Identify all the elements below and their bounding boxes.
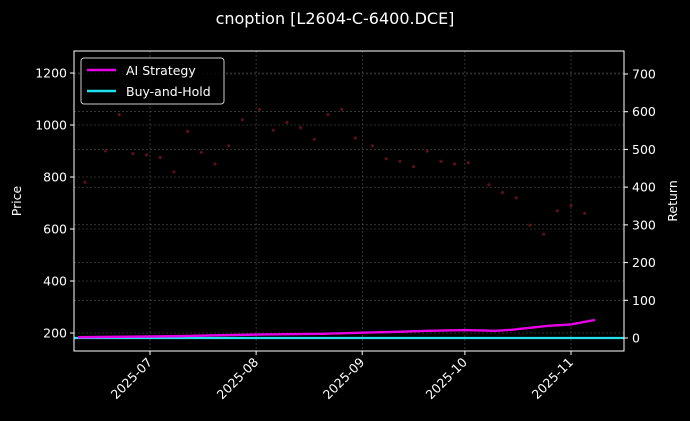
price-point — [117, 113, 121, 117]
x-tick-label: 2025-11 — [529, 355, 577, 403]
price-point — [411, 165, 416, 169]
price-point — [569, 204, 573, 208]
price-point — [398, 159, 402, 163]
x-tick-label: 2025-09 — [320, 354, 368, 402]
ai-strategy-line — [78, 318, 596, 339]
price-point — [425, 149, 429, 153]
x-tick-label: 2025-10 — [422, 354, 470, 402]
legend-label-buy-and-hold: Buy-and-Hold — [126, 84, 211, 99]
price-point — [466, 161, 470, 165]
price-point — [172, 170, 176, 174]
y-tick-label-left: 600 — [43, 222, 67, 237]
price-point — [326, 113, 330, 117]
x-tick-label: 2025-07 — [108, 355, 156, 403]
price-point — [542, 232, 546, 236]
price-point — [83, 180, 87, 184]
y-tick-label-right: 500 — [632, 142, 656, 157]
y-tick-label-right: 200 — [632, 255, 656, 270]
chart-title: cnoption [L2604-C-6400.DCE] — [216, 9, 455, 28]
grid-lines — [74, 51, 624, 351]
price-point — [144, 153, 149, 157]
price-point — [500, 191, 505, 195]
price-point — [453, 162, 457, 166]
y-tick-label-right: 600 — [632, 104, 656, 119]
y-tick-label-right: 0 — [632, 331, 640, 346]
y-tick-label-right: 700 — [632, 67, 656, 82]
price-point — [312, 137, 316, 141]
y-axis-label-right: Return — [665, 180, 680, 221]
x-tick-label: 2025-08 — [214, 354, 262, 402]
plot-frame — [73, 50, 625, 352]
price-point — [158, 155, 162, 160]
price-point — [370, 144, 375, 148]
y-tick-label-left: 1000 — [35, 118, 67, 133]
price-point — [583, 211, 587, 215]
y-tick-label-right: 400 — [632, 180, 656, 195]
price-point — [199, 150, 203, 154]
price-point — [131, 152, 135, 156]
price-point — [353, 136, 357, 140]
right-y-axis: 0 100 200 300 400 500 600 700 — [624, 67, 656, 346]
price-point — [186, 129, 190, 134]
legend: AI Strategy Buy-and-Hold — [80, 57, 225, 105]
y-tick-label-left: 200 — [43, 326, 67, 341]
left-y-axis: 200 400 600 800 1000 1200 — [35, 66, 74, 341]
price-point — [439, 159, 443, 163]
price-point — [555, 209, 559, 213]
price-point — [384, 157, 388, 161]
price-point — [528, 223, 532, 227]
y-tick-label-left: 400 — [43, 274, 67, 289]
y-tick-label-left: 1200 — [35, 66, 67, 81]
price-point — [257, 107, 262, 111]
price-point — [227, 144, 231, 148]
y-tick-label-left: 800 — [43, 170, 67, 185]
x-axis: 2025-07 2025-08 2025-09 2025-10 2025-11 — [108, 351, 577, 403]
price-point — [487, 183, 491, 187]
price-point — [340, 107, 344, 111]
y-axis-label-left: Price — [9, 185, 24, 216]
price-point — [103, 149, 108, 153]
price-point — [285, 120, 289, 124]
price-point — [271, 128, 275, 132]
price-point — [240, 118, 245, 122]
y-tick-label-right: 300 — [632, 217, 656, 232]
price-scatter-points — [83, 107, 587, 236]
price-point — [299, 126, 303, 130]
price-point — [514, 196, 518, 200]
legend-label-ai-strategy: AI Strategy — [126, 63, 196, 78]
price-point — [213, 162, 217, 166]
y-tick-label-right: 100 — [632, 293, 656, 308]
legend-box — [80, 57, 225, 105]
